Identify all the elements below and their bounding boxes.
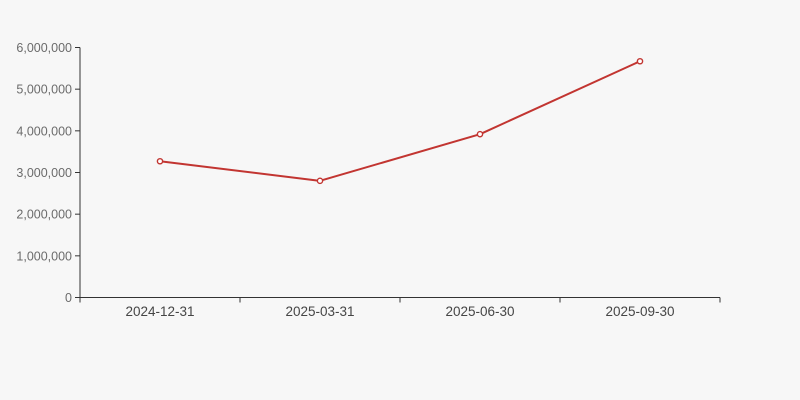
y-axis-label: 1,000,000: [16, 249, 72, 263]
y-axis-label: 5,000,000: [16, 83, 72, 97]
x-axis-label: 2024-12-31: [125, 304, 194, 319]
y-axis-label: 4,000,000: [16, 124, 72, 138]
y-axis-label: 2,000,000: [16, 208, 72, 222]
data-point-marker[interactable]: [316, 177, 324, 185]
series-line: [159, 60, 641, 182]
data-point-marker[interactable]: [156, 157, 164, 165]
data-point-marker[interactable]: [636, 57, 644, 65]
y-axis-label: 3,000,000: [16, 166, 72, 180]
y-axis-label: 0: [65, 291, 72, 305]
x-axis-label: 2025-09-30: [605, 304, 674, 319]
x-axis-label: 2025-06-30: [445, 304, 514, 319]
data-point-marker[interactable]: [476, 130, 484, 138]
y-axis-label: 6,000,000: [16, 41, 72, 55]
x-axis-label: 2025-03-31: [285, 304, 354, 319]
